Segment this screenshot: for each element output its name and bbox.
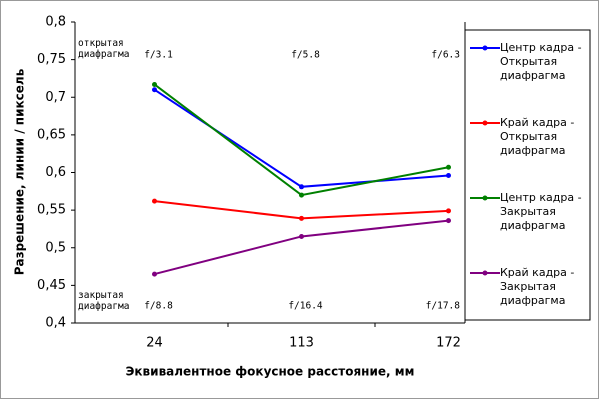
point [299,192,304,198]
legend-marker [482,270,488,276]
f-closed: f/16.4 [288,301,323,312]
legend-label: Край кадра - Закрытая диафрагма [500,266,575,307]
y-tick-label: 0,4 [45,316,66,331]
y-tick-label: 0,45 [37,278,66,293]
x-axis-title: Эквивалентное фокусное расстояние, мм [126,365,415,379]
f-open: f/5.8 [291,50,320,61]
legend-marker [482,120,488,126]
f-closed: f/17.8 [426,301,461,312]
point [446,208,451,214]
point [152,271,157,277]
point [152,198,157,204]
point [299,233,304,239]
y-axis-title: Разрешение, линии / пиксель [13,68,27,275]
point [446,164,451,170]
f-open: f/6.3 [431,50,460,61]
y-tick-label: 0,7 [45,90,66,105]
y-tick-label: 0,65 [37,127,66,142]
x-tick-label: 113 [289,336,314,351]
legend-label: Край кадра - Открытая диафрагма [500,116,575,157]
y-tick-label: 0,6 [45,165,66,180]
point [446,218,451,224]
legend-label: Центр кадра - Открытая диафрагма [500,41,582,82]
point [446,173,451,179]
legend-marker [482,195,488,201]
note-closed: закрытая диафрагма [78,290,130,312]
x-tick-label: 24 [146,336,163,351]
point [152,81,157,87]
y-tick-label: 0,55 [37,203,66,218]
f-closed: f/8.8 [144,301,173,312]
note-open: открытая диафрагма [78,38,130,60]
y-tick-label: 0,5 [45,240,66,255]
y-tick-label: 0,8 [45,15,66,30]
f-open: f/3.1 [144,50,173,61]
legend-label: Центр кадра - Закрытая диафрагма [500,191,582,232]
legend-marker [482,45,488,51]
y-tick-label: 0,75 [37,52,66,67]
point [299,215,304,221]
x-tick-label: 172 [436,336,461,351]
point [299,184,304,190]
point [152,87,157,93]
